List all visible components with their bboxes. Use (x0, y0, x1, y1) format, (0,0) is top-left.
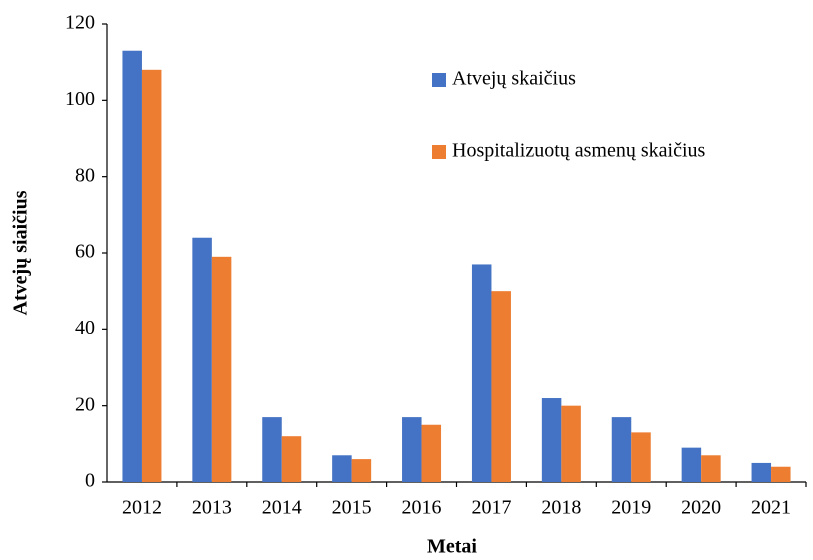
x-tick-label: 2021 (751, 497, 791, 519)
bar (681, 447, 702, 482)
x-tick-label: 2020 (681, 497, 721, 519)
y-tick-label: 40 (75, 317, 95, 339)
bar (541, 398, 562, 482)
bar (771, 466, 791, 482)
x-tick-label: 2014 (262, 497, 302, 519)
bar (351, 459, 372, 482)
bar (211, 256, 232, 482)
bar (281, 436, 302, 482)
bar (471, 264, 492, 482)
bar (122, 50, 142, 482)
bar (332, 455, 352, 482)
bar (402, 417, 422, 482)
bar (421, 424, 442, 482)
y-tick-label: 100 (65, 88, 95, 110)
legend-label: Hospitalizuotų asmenų skaičius (452, 140, 706, 162)
legend-label: Atvejų skaičius (452, 68, 576, 90)
bar (561, 405, 581, 482)
x-tick-label: 2012 (122, 497, 162, 519)
x-tick-label: 2013 (192, 497, 232, 519)
x-tick-label: 2016 (402, 497, 442, 519)
y-tick-label: 80 (75, 164, 95, 186)
y-axis-title: Atvejų siaičius (10, 190, 32, 315)
bar (631, 432, 651, 482)
x-axis-title: Metai (427, 536, 477, 558)
x-tick-label: 2018 (541, 497, 581, 519)
x-tick-label: 2019 (611, 497, 651, 519)
legend-swatch (432, 73, 446, 87)
bar (751, 462, 772, 482)
bar (611, 417, 632, 482)
bar (141, 69, 162, 483)
x-tick-label: 2017 (471, 497, 511, 519)
y-tick-label: 20 (75, 393, 95, 415)
y-tick-label: 60 (75, 241, 95, 263)
bar (262, 417, 282, 482)
bar (701, 455, 721, 482)
bar (491, 291, 511, 482)
x-tick-label: 2015 (332, 497, 372, 519)
bar (192, 237, 212, 482)
y-tick-label: 0 (85, 470, 95, 492)
legend-swatch (432, 145, 446, 159)
y-tick-label: 120 (65, 12, 95, 34)
